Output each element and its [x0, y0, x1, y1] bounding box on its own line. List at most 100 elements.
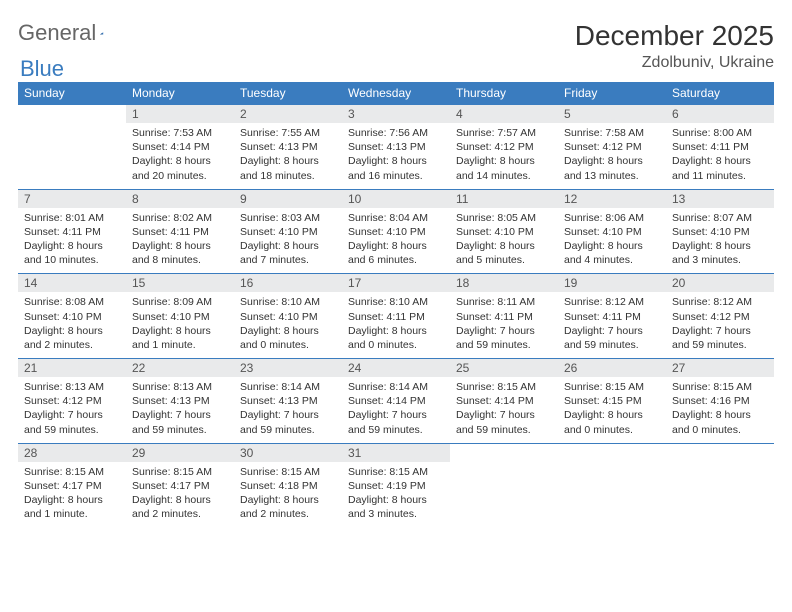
- daylight-text: Daylight: 8 hours and 8 minutes.: [132, 239, 228, 267]
- sunrise-text: Sunrise: 8:07 AM: [672, 211, 768, 225]
- sunset-text: Sunset: 4:10 PM: [24, 310, 120, 324]
- logo-triangle-icon: [100, 24, 103, 42]
- sunrise-text: Sunrise: 8:15 AM: [672, 380, 768, 394]
- sunrise-text: Sunrise: 8:00 AM: [672, 126, 768, 140]
- sunset-text: Sunset: 4:14 PM: [456, 394, 552, 408]
- calendar-cell: 8Sunrise: 8:02 AMSunset: 4:11 PMDaylight…: [126, 189, 234, 274]
- sunset-text: Sunset: 4:11 PM: [24, 225, 120, 239]
- daylight-text: Daylight: 7 hours and 59 minutes.: [456, 408, 552, 436]
- day-body: Sunrise: 8:13 AMSunset: 4:13 PMDaylight:…: [126, 377, 234, 443]
- daylight-text: Daylight: 8 hours and 4 minutes.: [564, 239, 660, 267]
- calendar-cell: [558, 443, 666, 527]
- day-body: Sunrise: 8:15 AMSunset: 4:15 PMDaylight:…: [558, 377, 666, 443]
- sunset-text: Sunset: 4:10 PM: [348, 225, 444, 239]
- sunset-text: Sunset: 4:17 PM: [24, 479, 120, 493]
- day-number: 29: [126, 444, 234, 462]
- sunset-text: Sunset: 4:13 PM: [240, 140, 336, 154]
- calendar-week: 1Sunrise: 7:53 AMSunset: 4:14 PMDaylight…: [18, 105, 774, 190]
- calendar-cell: 6Sunrise: 8:00 AMSunset: 4:11 PMDaylight…: [666, 105, 774, 190]
- daylight-text: Daylight: 7 hours and 59 minutes.: [24, 408, 120, 436]
- sunrise-text: Sunrise: 8:12 AM: [564, 295, 660, 309]
- day-body: Sunrise: 8:15 AMSunset: 4:17 PMDaylight:…: [126, 462, 234, 528]
- sunset-text: Sunset: 4:11 PM: [456, 310, 552, 324]
- day-number: 30: [234, 444, 342, 462]
- calendar-cell: 16Sunrise: 8:10 AMSunset: 4:10 PMDayligh…: [234, 274, 342, 359]
- day-body: [18, 123, 126, 181]
- calendar-cell: 15Sunrise: 8:09 AMSunset: 4:10 PMDayligh…: [126, 274, 234, 359]
- sunrise-text: Sunrise: 8:13 AM: [132, 380, 228, 394]
- day-number: 16: [234, 274, 342, 292]
- daylight-text: Daylight: 8 hours and 2 minutes.: [132, 493, 228, 521]
- daylight-text: Daylight: 8 hours and 11 minutes.: [672, 154, 768, 182]
- calendar-cell: 19Sunrise: 8:12 AMSunset: 4:11 PMDayligh…: [558, 274, 666, 359]
- daylight-text: Daylight: 8 hours and 1 minute.: [24, 493, 120, 521]
- day-number: 1: [126, 105, 234, 123]
- day-body: Sunrise: 8:04 AMSunset: 4:10 PMDaylight:…: [342, 208, 450, 274]
- daylight-text: Daylight: 8 hours and 3 minutes.: [348, 493, 444, 521]
- calendar-table: Sunday Monday Tuesday Wednesday Thursday…: [18, 82, 774, 527]
- day-body: Sunrise: 8:12 AMSunset: 4:12 PMDaylight:…: [666, 292, 774, 358]
- sunset-text: Sunset: 4:13 PM: [240, 394, 336, 408]
- day-header: Thursday: [450, 82, 558, 105]
- day-number: 24: [342, 359, 450, 377]
- calendar-cell: 26Sunrise: 8:15 AMSunset: 4:15 PMDayligh…: [558, 359, 666, 444]
- sunrise-text: Sunrise: 8:04 AM: [348, 211, 444, 225]
- sunset-text: Sunset: 4:18 PM: [240, 479, 336, 493]
- calendar-cell: 14Sunrise: 8:08 AMSunset: 4:10 PMDayligh…: [18, 274, 126, 359]
- sunrise-text: Sunrise: 8:06 AM: [564, 211, 660, 225]
- day-body: Sunrise: 8:15 AMSunset: 4:16 PMDaylight:…: [666, 377, 774, 443]
- day-body: Sunrise: 7:58 AMSunset: 4:12 PMDaylight:…: [558, 123, 666, 189]
- sunrise-text: Sunrise: 8:03 AM: [240, 211, 336, 225]
- calendar-cell: 25Sunrise: 8:15 AMSunset: 4:14 PMDayligh…: [450, 359, 558, 444]
- calendar-cell: 30Sunrise: 8:15 AMSunset: 4:18 PMDayligh…: [234, 443, 342, 527]
- day-body: Sunrise: 8:05 AMSunset: 4:10 PMDaylight:…: [450, 208, 558, 274]
- calendar-cell: 10Sunrise: 8:04 AMSunset: 4:10 PMDayligh…: [342, 189, 450, 274]
- day-number: 3: [342, 105, 450, 123]
- day-body: Sunrise: 8:15 AMSunset: 4:14 PMDaylight:…: [450, 377, 558, 443]
- sunset-text: Sunset: 4:11 PM: [348, 310, 444, 324]
- daylight-text: Daylight: 8 hours and 0 minutes.: [564, 408, 660, 436]
- calendar-header-row: Sunday Monday Tuesday Wednesday Thursday…: [18, 82, 774, 105]
- day-number: 5: [558, 105, 666, 123]
- calendar-cell: 11Sunrise: 8:05 AMSunset: 4:10 PMDayligh…: [450, 189, 558, 274]
- day-number: 28: [18, 444, 126, 462]
- sunset-text: Sunset: 4:10 PM: [240, 225, 336, 239]
- sunset-text: Sunset: 4:13 PM: [348, 140, 444, 154]
- day-body: Sunrise: 7:55 AMSunset: 4:13 PMDaylight:…: [234, 123, 342, 189]
- day-body: Sunrise: 8:06 AMSunset: 4:10 PMDaylight:…: [558, 208, 666, 274]
- calendar-cell: [18, 105, 126, 190]
- daylight-text: Daylight: 8 hours and 7 minutes.: [240, 239, 336, 267]
- day-number: 8: [126, 190, 234, 208]
- sunset-text: Sunset: 4:12 PM: [672, 310, 768, 324]
- sunrise-text: Sunrise: 7:58 AM: [564, 126, 660, 140]
- day-body: Sunrise: 8:10 AMSunset: 4:10 PMDaylight:…: [234, 292, 342, 358]
- daylight-text: Daylight: 7 hours and 59 minutes.: [240, 408, 336, 436]
- day-number: 7: [18, 190, 126, 208]
- day-body: Sunrise: 8:00 AMSunset: 4:11 PMDaylight:…: [666, 123, 774, 189]
- daylight-text: Daylight: 7 hours and 59 minutes.: [348, 408, 444, 436]
- month-title: December 2025: [575, 20, 774, 52]
- sunrise-text: Sunrise: 8:01 AM: [24, 211, 120, 225]
- calendar-cell: 27Sunrise: 8:15 AMSunset: 4:16 PMDayligh…: [666, 359, 774, 444]
- sunset-text: Sunset: 4:12 PM: [24, 394, 120, 408]
- day-number: 19: [558, 274, 666, 292]
- location: Zdolbuniv, Ukraine: [575, 54, 774, 72]
- day-header: Sunday: [18, 82, 126, 105]
- day-body: Sunrise: 7:57 AMSunset: 4:12 PMDaylight:…: [450, 123, 558, 189]
- calendar-cell: 4Sunrise: 7:57 AMSunset: 4:12 PMDaylight…: [450, 105, 558, 190]
- calendar-cell: 5Sunrise: 7:58 AMSunset: 4:12 PMDaylight…: [558, 105, 666, 190]
- calendar-cell: 13Sunrise: 8:07 AMSunset: 4:10 PMDayligh…: [666, 189, 774, 274]
- calendar-cell: 3Sunrise: 7:56 AMSunset: 4:13 PMDaylight…: [342, 105, 450, 190]
- daylight-text: Daylight: 7 hours and 59 minutes.: [132, 408, 228, 436]
- day-body: Sunrise: 8:08 AMSunset: 4:10 PMDaylight:…: [18, 292, 126, 358]
- calendar-week: 28Sunrise: 8:15 AMSunset: 4:17 PMDayligh…: [18, 443, 774, 527]
- day-header: Tuesday: [234, 82, 342, 105]
- sunrise-text: Sunrise: 7:57 AM: [456, 126, 552, 140]
- day-body: Sunrise: 8:09 AMSunset: 4:10 PMDaylight:…: [126, 292, 234, 358]
- sunrise-text: Sunrise: 8:14 AM: [240, 380, 336, 394]
- daylight-text: Daylight: 8 hours and 1 minute.: [132, 324, 228, 352]
- calendar-cell: 29Sunrise: 8:15 AMSunset: 4:17 PMDayligh…: [126, 443, 234, 527]
- sunset-text: Sunset: 4:12 PM: [456, 140, 552, 154]
- sunset-text: Sunset: 4:10 PM: [456, 225, 552, 239]
- sunset-text: Sunset: 4:19 PM: [348, 479, 444, 493]
